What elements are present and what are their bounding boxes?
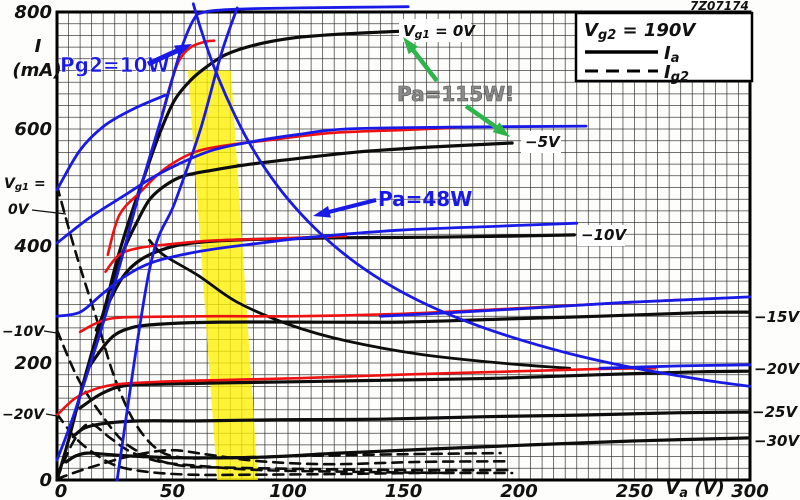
curve-ig2-hump-b <box>55 448 507 481</box>
y-axis-label: I <box>35 36 42 57</box>
x-tick-100: 100 <box>269 481 307 500</box>
y-tick-400: 400 <box>13 236 52 257</box>
curve-blue-10v <box>55 221 579 318</box>
annotation-pg2-10w: Pg2=10W <box>60 53 170 77</box>
left-label-0v: 0V <box>8 202 30 218</box>
y-tick-0: 0 <box>39 470 52 491</box>
curve-label-minus15v: −15V <box>754 308 800 326</box>
legend-label-ig2: Ig2 <box>664 62 689 85</box>
curve-red-5v <box>106 126 456 257</box>
curve-ia-vg1-15v <box>85 310 752 372</box>
grid-layer <box>55 10 752 482</box>
x-tick-250: 250 <box>616 481 654 500</box>
curve-label-vg1-0v: Vg1 = 0V <box>403 22 476 41</box>
x-tick-300: 300 <box>731 481 769 500</box>
x-tick-50: 50 <box>160 481 185 500</box>
pa115-arrow-2 <box>464 104 510 137</box>
legend-condition: Vg2 = 190V <box>584 20 697 43</box>
annotation-pa-48w: Pa=48W <box>378 187 472 211</box>
curve-ia-vg1-30v <box>64 436 752 464</box>
curves-layer <box>55 2 752 482</box>
left-label-vg1: Vg1 = <box>4 176 46 193</box>
curve-blue-diagonal-top-left <box>55 93 167 192</box>
curve-label-minus25v: −25V <box>752 403 798 421</box>
curve-ia-vg1-25v <box>71 410 752 439</box>
left-label-minus10v: −10V <box>2 324 45 340</box>
legend-label-ia: Ia <box>664 43 679 66</box>
figure-code: 7Z07174 <box>690 0 749 13</box>
curve-pa-48w-hyperbola <box>191 2 752 388</box>
curve-ia-vg1-5v <box>108 141 514 292</box>
curve-label-minus10v: −10V <box>581 226 627 244</box>
pg2-arrow <box>146 44 192 67</box>
y-tick-600: 600 <box>14 119 52 140</box>
curve-ig2-vg1-0v <box>55 184 502 460</box>
curve-descending-unlabeled <box>148 238 572 370</box>
pa115-arrow-1 <box>403 37 439 83</box>
curve-label-minus30v: −30V <box>754 432 800 450</box>
curve-label-minus5v: −5V <box>525 133 561 151</box>
curve-ia-vg1-20v <box>78 369 752 410</box>
x-tick-200: 200 <box>500 481 538 500</box>
pa48-arrow <box>313 198 377 218</box>
curve-red-20v <box>55 367 657 417</box>
y-axis-unit: (mA) <box>12 60 61 81</box>
annotation-pa-115w: Pa=115W! <box>397 82 514 106</box>
plot-border <box>55 10 752 482</box>
curve-ig2-hump-a <box>55 422 451 480</box>
curve-ia-vg1-0v <box>55 29 401 482</box>
y-tick-200: 200 <box>14 353 52 374</box>
x-tick-0: 0 <box>55 481 68 500</box>
y-tick-800: 800 <box>14 2 52 23</box>
curve-label-minus20v: −20V <box>754 360 800 378</box>
left-label-minus20v: −20V <box>2 407 45 423</box>
annotations-layer: Pg2=10W Pa=48W Pa=115W! <box>60 37 515 218</box>
curve-blue-steep-line <box>115 6 239 482</box>
curve-blue-20v <box>598 363 752 370</box>
curve-ig2-vg1-10v <box>55 328 509 472</box>
x-axis-label: Va (V) <box>665 478 724 500</box>
x-tick-150: 150 <box>385 481 423 500</box>
curve-blue-0v <box>55 5 410 462</box>
